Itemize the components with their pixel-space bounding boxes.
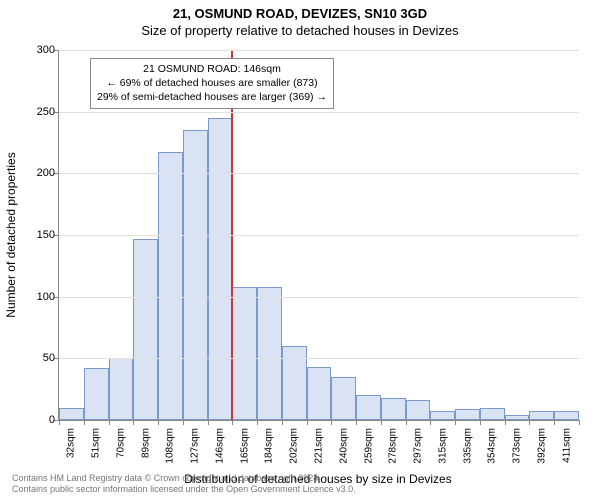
y-tick-label: 250 bbox=[25, 106, 55, 118]
annotation-line-3: 29% of semi-detached houses are larger (… bbox=[97, 90, 327, 104]
bar bbox=[307, 367, 332, 420]
x-tick-mark bbox=[183, 420, 184, 425]
bar bbox=[109, 358, 134, 420]
bar bbox=[406, 400, 431, 420]
x-tick-mark bbox=[455, 420, 456, 425]
page-subtitle: Size of property relative to detached ho… bbox=[0, 21, 600, 38]
x-tick-mark bbox=[331, 420, 332, 425]
x-tick-label: 335sqm bbox=[462, 428, 473, 464]
footer: Contains HM Land Registry data © Crown c… bbox=[12, 473, 356, 496]
x-tick-mark bbox=[480, 420, 481, 425]
y-tick-label: 50 bbox=[25, 352, 55, 364]
x-tick-mark bbox=[381, 420, 382, 425]
grid-line bbox=[59, 112, 579, 113]
x-tick-label: 221sqm bbox=[314, 428, 325, 464]
x-tick-label: 240sqm bbox=[338, 428, 349, 464]
bar bbox=[232, 287, 257, 420]
bar bbox=[257, 287, 282, 420]
x-tick-mark bbox=[356, 420, 357, 425]
grid-line bbox=[59, 297, 579, 298]
bar bbox=[133, 239, 158, 420]
x-tick-label: 146sqm bbox=[214, 428, 225, 464]
bar bbox=[455, 409, 480, 420]
x-tick-label: 184sqm bbox=[264, 428, 275, 464]
page-title: 21, OSMUND ROAD, DEVIZES, SN10 3GD bbox=[0, 0, 600, 21]
x-tick-label: 127sqm bbox=[190, 428, 201, 464]
y-tick-label: 300 bbox=[25, 44, 55, 56]
chart-area: Number of detached properties 0501001502… bbox=[58, 50, 578, 420]
bar bbox=[158, 152, 183, 420]
x-tick-label: 297sqm bbox=[413, 428, 424, 464]
grid-line bbox=[59, 173, 579, 174]
footer-line-2: Contains public sector information licen… bbox=[12, 484, 356, 496]
x-tick-label: 392sqm bbox=[536, 428, 547, 464]
y-tick-label: 200 bbox=[25, 167, 55, 179]
x-tick-label: 202sqm bbox=[289, 428, 300, 464]
x-tick-label: 89sqm bbox=[140, 428, 151, 458]
bar bbox=[554, 411, 579, 420]
bar bbox=[480, 408, 505, 420]
x-tick-mark bbox=[579, 420, 580, 425]
x-tick-mark bbox=[59, 420, 60, 425]
x-tick-mark bbox=[282, 420, 283, 425]
x-tick-mark bbox=[208, 420, 209, 425]
x-tick-mark bbox=[554, 420, 555, 425]
bar bbox=[430, 411, 455, 420]
x-tick-label: 32sqm bbox=[66, 428, 77, 458]
x-tick-mark bbox=[406, 420, 407, 425]
y-axis-label: Number of detached properties bbox=[4, 152, 18, 317]
x-tick-label: 354sqm bbox=[487, 428, 498, 464]
x-tick-mark bbox=[257, 420, 258, 425]
grid-line bbox=[59, 235, 579, 236]
annotation-line-2: ← 69% of detached houses are smaller (87… bbox=[97, 76, 327, 90]
bar bbox=[381, 398, 406, 420]
grid-line bbox=[59, 358, 579, 359]
bar bbox=[282, 346, 307, 420]
bar bbox=[59, 408, 84, 420]
x-tick-label: 70sqm bbox=[115, 428, 126, 458]
x-tick-mark bbox=[430, 420, 431, 425]
x-tick-mark bbox=[158, 420, 159, 425]
x-tick-mark bbox=[529, 420, 530, 425]
x-tick-mark bbox=[133, 420, 134, 425]
bar bbox=[208, 118, 233, 420]
annotation-box: 21 OSMUND ROAD: 146sqm ← 69% of detached… bbox=[90, 58, 334, 109]
bar bbox=[331, 377, 356, 420]
x-tick-label: 278sqm bbox=[388, 428, 399, 464]
bar bbox=[84, 368, 109, 420]
x-tick-mark bbox=[109, 420, 110, 425]
x-tick-label: 373sqm bbox=[512, 428, 523, 464]
y-tick-label: 100 bbox=[25, 291, 55, 303]
x-tick-label: 259sqm bbox=[363, 428, 374, 464]
x-tick-mark bbox=[84, 420, 85, 425]
x-tick-label: 315sqm bbox=[437, 428, 448, 464]
bar bbox=[505, 415, 530, 420]
x-tick-mark bbox=[232, 420, 233, 425]
y-tick-label: 150 bbox=[25, 229, 55, 241]
x-tick-label: 165sqm bbox=[239, 428, 250, 464]
bar bbox=[529, 411, 554, 420]
x-tick-label: 108sqm bbox=[165, 428, 176, 464]
x-tick-label: 411sqm bbox=[561, 428, 572, 463]
grid-line bbox=[59, 50, 579, 51]
bar bbox=[356, 395, 381, 420]
x-tick-mark bbox=[307, 420, 308, 425]
x-tick-label: 51sqm bbox=[91, 428, 102, 458]
x-tick-mark bbox=[505, 420, 506, 425]
annotation-line-1: 21 OSMUND ROAD: 146sqm bbox=[97, 62, 327, 76]
footer-line-1: Contains HM Land Registry data © Crown c… bbox=[12, 473, 356, 485]
y-tick-label: 0 bbox=[25, 414, 55, 426]
